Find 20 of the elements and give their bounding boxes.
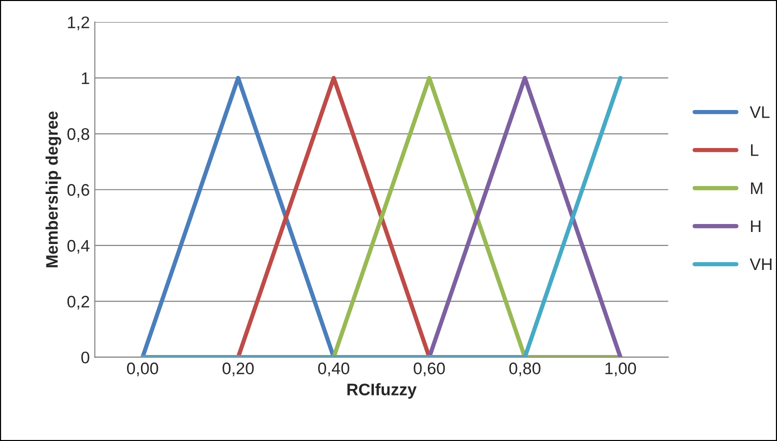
y-tick-label: 0,2 <box>67 296 90 310</box>
x-tick-label: 0,20 <box>222 362 254 376</box>
y-tick-label: 0,4 <box>67 240 90 254</box>
y-tick-label: 0 <box>81 352 90 364</box>
legend-label: VH <box>750 258 772 270</box>
x-tick-label: 0,60 <box>414 362 445 376</box>
x-tick-label: 1,00 <box>605 362 636 376</box>
y-axis-title: Membership degree <box>46 111 62 268</box>
x-tick-label: 0,00 <box>127 362 158 376</box>
legend-label: H <box>751 220 760 232</box>
y-tick-label: 1,2 <box>68 16 90 30</box>
y-tick-label: 0,6 <box>67 184 90 198</box>
x-tick-label: 0,40 <box>318 362 350 376</box>
x-tick-label: 0,80 <box>509 362 540 376</box>
legend-label: VL <box>750 106 770 118</box>
y-tick-label: 1 <box>82 72 90 84</box>
legend-label: L <box>751 144 758 156</box>
legend-label: M <box>751 182 762 194</box>
x-axis-title: RCIfuzzy <box>347 383 417 399</box>
y-tick-label: 0,8 <box>67 128 90 142</box>
